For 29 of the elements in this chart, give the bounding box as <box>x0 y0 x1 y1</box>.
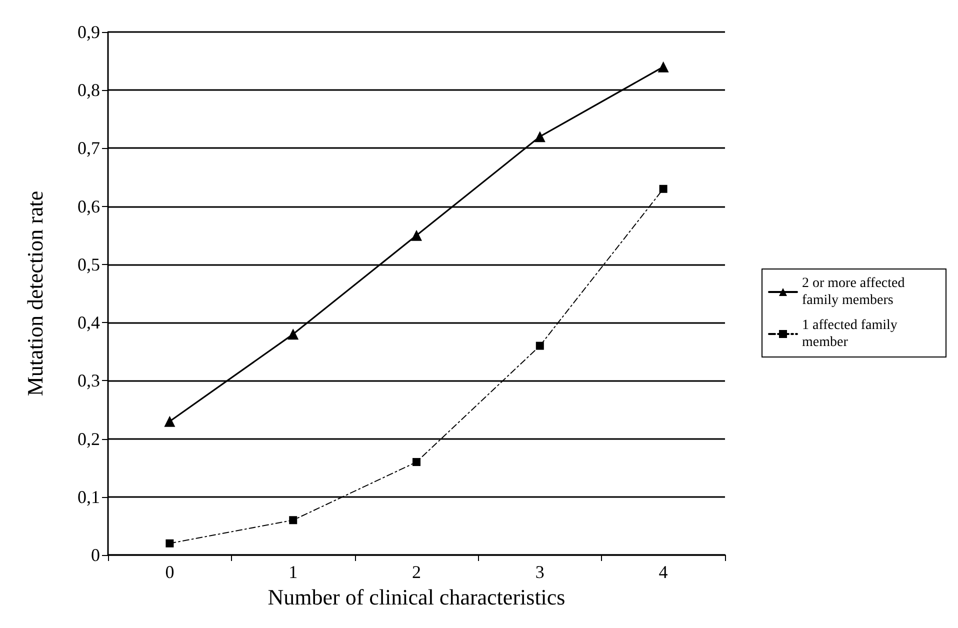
legend-label: 1 affected family member <box>802 318 901 350</box>
point <box>288 328 299 340</box>
point <box>658 61 669 72</box>
y-tick-label: 0,3 <box>78 370 100 391</box>
y-tick-label: 0,6 <box>78 196 100 216</box>
point <box>536 342 544 350</box>
x-tick-label: 0 <box>165 562 174 582</box>
point <box>289 516 298 524</box>
x-axis-title: Number of clinical characteristics <box>268 584 566 610</box>
x-tick-label: 2 <box>412 562 421 582</box>
y-axis-title: Mutation detection rate <box>22 190 48 396</box>
y-tick-label: 0,7 <box>78 138 100 158</box>
x-tick-label: 1 <box>288 562 298 582</box>
point <box>166 539 174 548</box>
y-tick-label: 0,9 <box>78 22 100 42</box>
y-tick-label: 0,2 <box>78 428 100 449</box>
y-tick-label: 0,8 <box>78 80 100 100</box>
y-tick-label: 0,4 <box>78 312 100 333</box>
point <box>164 416 176 427</box>
y-tick-label: 0,5 <box>78 254 100 274</box>
x-tick-label: 4 <box>658 562 668 582</box>
y-tick-label: 0 <box>91 545 100 565</box>
point <box>411 230 422 241</box>
y-tick-label: 0,1 <box>78 486 100 507</box>
legend-label: 2 or more affected family members <box>802 276 908 308</box>
x-tick-label: 3 <box>535 562 544 582</box>
point <box>412 458 420 466</box>
point <box>659 184 668 193</box>
point <box>534 131 546 142</box>
